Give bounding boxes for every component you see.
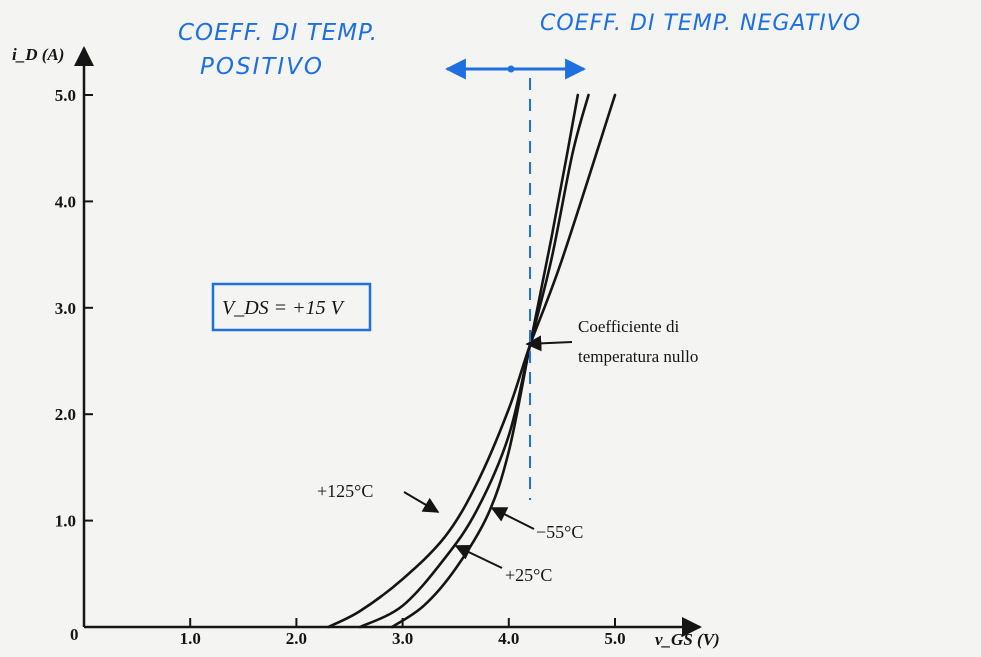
series-curve-0 xyxy=(327,93,617,629)
series-label-minus55: −55°C xyxy=(536,522,583,542)
vds-box xyxy=(211,282,372,332)
blue-arrow-origin-dot xyxy=(507,65,515,73)
zero-tc-line2: temperatura nullo xyxy=(578,347,698,366)
series-label-125: +125°C xyxy=(317,481,373,501)
zero-tc-line1: Coefficiente di xyxy=(578,317,679,336)
handwritten-negative: COEFF. DI TEMP. NEGATIVO xyxy=(540,11,861,36)
x-axis-label: v_GS (V) xyxy=(655,630,720,649)
y-tick-label: 5.0 xyxy=(55,86,76,105)
vds-box-label: V_DS = +15 V xyxy=(222,297,346,319)
zero-tc-arrow xyxy=(525,335,573,352)
series-arrow-minus55 xyxy=(490,507,535,530)
y-tick-label: 1.0 xyxy=(55,512,76,531)
handwritten-positive-line2: POSITIVO xyxy=(200,54,324,80)
y-axis-label: i_D (A) xyxy=(12,45,64,64)
series-arrow-25 xyxy=(454,544,503,569)
y-tick-label: 2.0 xyxy=(55,405,76,424)
series-curve-1 xyxy=(358,93,590,629)
series-label-25: +25°C xyxy=(505,565,552,585)
y-tick-label: 4.0 xyxy=(55,192,76,211)
series-arrow-125 xyxy=(403,491,440,513)
x-tick-label: 5.0 xyxy=(604,629,625,648)
x-tick-label: 1.0 xyxy=(180,629,201,648)
origin-label: 0 xyxy=(70,625,79,644)
handwritten-positive-line1: COEFF. DI TEMP. xyxy=(178,20,378,46)
x-tick-label: 2.0 xyxy=(286,629,307,648)
y-tick-label: 3.0 xyxy=(55,299,76,318)
x-tick-label: 4.0 xyxy=(498,629,519,648)
x-tick-label: 3.0 xyxy=(392,629,413,648)
series-curve-2 xyxy=(390,93,580,629)
